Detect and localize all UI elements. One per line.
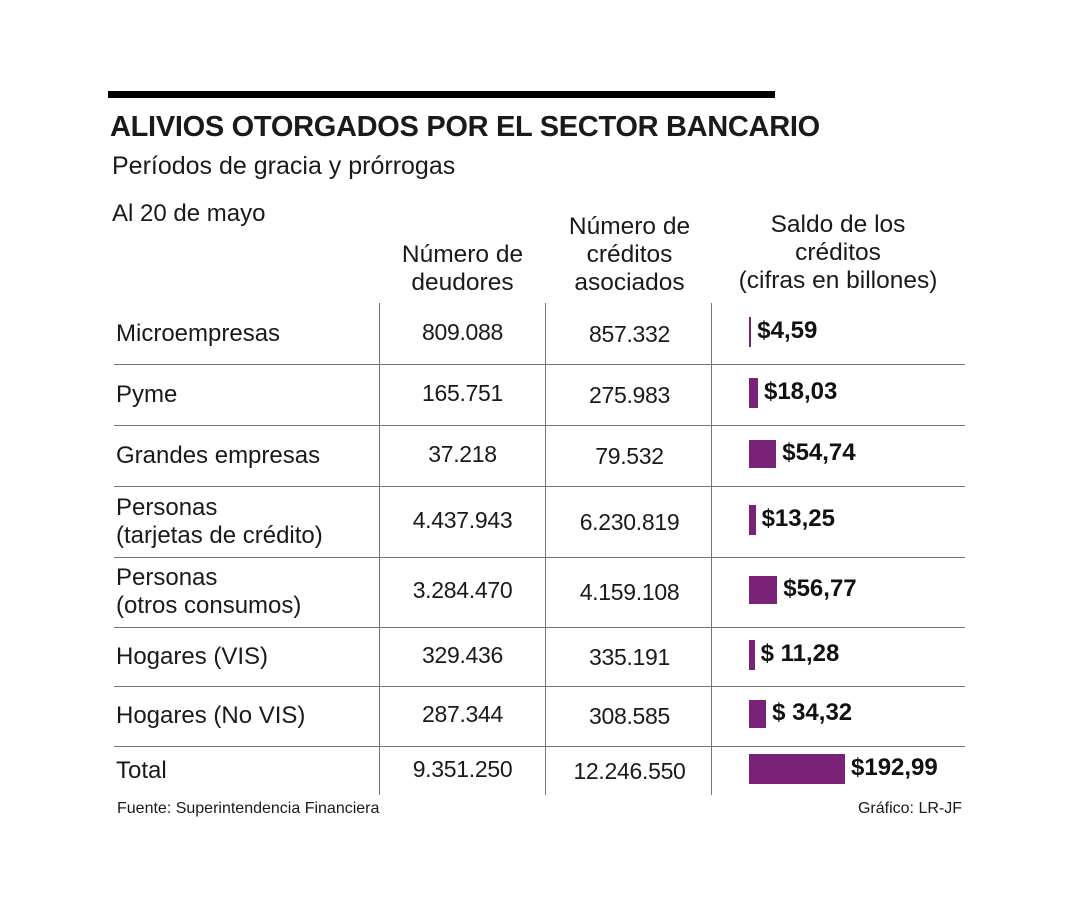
- row-label: Personas (otros consumos): [116, 564, 302, 619]
- column-divider: [545, 303, 546, 795]
- row-divider: [114, 686, 965, 687]
- row-divider: [114, 364, 965, 365]
- cell-creditos: 12.246.550: [573, 757, 686, 784]
- saldo-bar: [749, 753, 845, 784]
- cell-deudores: 287.344: [421, 701, 504, 727]
- row-label: Hogares (VIS): [116, 642, 269, 670]
- saldo-value: $ 34,32: [772, 699, 853, 726]
- saldo-value: $192,99: [851, 753, 938, 781]
- cell-deudores: 809.088: [421, 318, 504, 345]
- row-label: Grandes empresas: [116, 441, 321, 469]
- row-divider: [114, 486, 965, 487]
- column-divider: [379, 303, 380, 795]
- row-divider: [114, 557, 965, 558]
- saldo-bar: [749, 439, 777, 468]
- cell-deudores: 3.284.470: [412, 577, 513, 603]
- row-divider: [114, 425, 965, 426]
- saldo-value: $18,03: [763, 377, 838, 405]
- saldo-bar: [749, 576, 778, 604]
- saldo-bar: [749, 700, 767, 728]
- cell-creditos: 79.532: [595, 442, 664, 469]
- column-header-creditos: Número de créditos asociados: [568, 213, 691, 296]
- saldo-bar: [749, 316, 752, 347]
- chart-title: ALIVIOS OTORGADOS POR EL SECTOR BANCARIO: [110, 111, 820, 143]
- cell-deudores: 4.437.943: [412, 506, 513, 533]
- cell-creditos: 308.585: [588, 703, 671, 729]
- cell-creditos: 335.191: [588, 643, 671, 670]
- row-label: Hogares (No VIS): [116, 702, 306, 729]
- saldo-bar: [749, 504, 756, 535]
- cell-deudores: 37.218: [428, 440, 497, 467]
- chart-subtitle: Períodos de gracia y prórrogas: [112, 152, 456, 180]
- column-header-deudores: Número de deudores: [401, 241, 524, 296]
- row-label: Microempresas: [116, 319, 281, 347]
- row-divider: [114, 746, 965, 747]
- saldo-value: $4,59: [757, 316, 818, 344]
- row-label: Personas (tarjetas de crédito): [116, 493, 323, 549]
- cell-deudores: 165.751: [421, 379, 504, 406]
- source-note: Fuente: Superintendencia Financiera: [117, 800, 380, 817]
- saldo-value: $56,77: [783, 575, 857, 602]
- cell-creditos: 275.983: [588, 381, 671, 408]
- saldo-value: $54,74: [782, 438, 856, 466]
- top-rule: [108, 91, 775, 98]
- cell-deudores: 9.351.250: [412, 755, 513, 782]
- cell-creditos: 857.332: [588, 320, 671, 347]
- cell-creditos: 6.230.819: [579, 508, 680, 535]
- saldo-value: $ 11,28: [760, 639, 840, 667]
- row-label: Total: [116, 756, 167, 784]
- cell-creditos: 4.159.108: [579, 579, 680, 605]
- graphic-credit: Gráfico: LR-JF: [857, 800, 962, 817]
- column-divider: [711, 303, 712, 795]
- saldo-value: $13,25: [761, 504, 835, 532]
- saldo-bar: [749, 377, 758, 408]
- date-note: Al 20 de mayo: [112, 200, 266, 227]
- row-divider: [114, 627, 965, 628]
- column-header-saldo: Saldo de los créditos (cifras en billone…: [738, 211, 938, 294]
- cell-deudores: 329.436: [421, 641, 504, 668]
- saldo-bar: [749, 639, 755, 670]
- row-label: Pyme: [116, 380, 178, 408]
